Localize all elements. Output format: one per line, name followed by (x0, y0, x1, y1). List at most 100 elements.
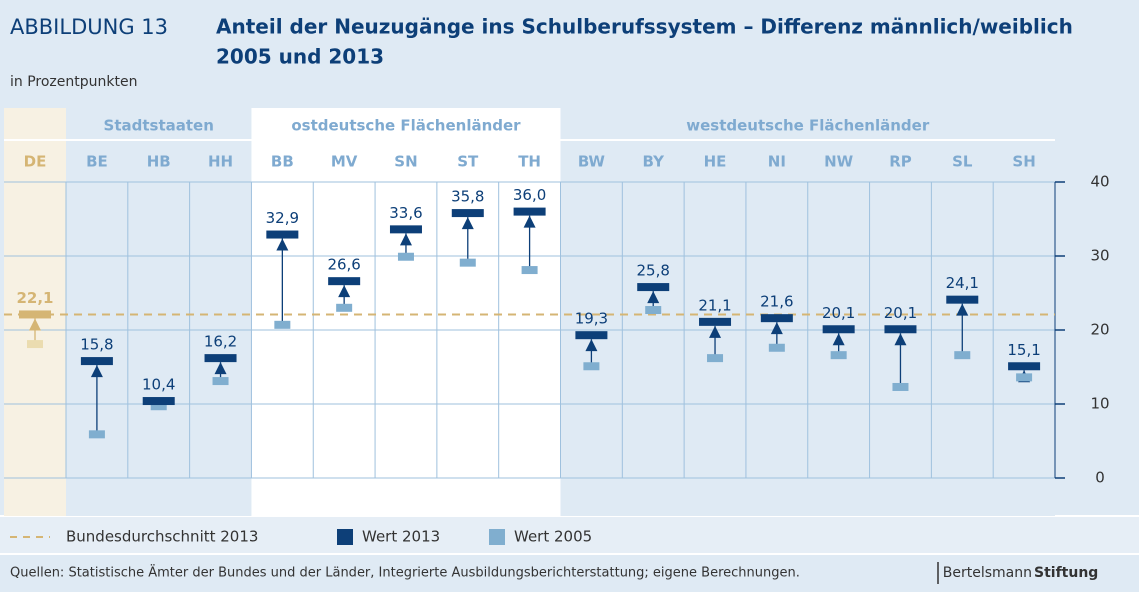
value-label: 36,0 (513, 186, 546, 204)
marker-2005 (645, 306, 662, 315)
x-tick-label: RP (889, 153, 912, 171)
value-label: 21,6 (760, 293, 793, 311)
value-label: 24,1 (946, 274, 979, 292)
value-label: 25,8 (637, 262, 670, 280)
figure-label: ABBILDUNG 13 (10, 15, 168, 39)
value-label: 22,1 (16, 289, 53, 307)
arrowhead (461, 217, 474, 230)
legend-label: Wert 2013 (362, 528, 440, 546)
x-tick-label: HH (208, 153, 233, 171)
marker-2005 (212, 377, 229, 386)
marker-2013 (389, 225, 422, 234)
group-column (66, 108, 252, 516)
chart-title-line2: 2005 und 2013 (216, 45, 384, 69)
group-column (251, 108, 561, 516)
value-label: 35,8 (451, 188, 484, 206)
arrowhead (832, 333, 845, 346)
x-tick-label: BY (642, 153, 665, 171)
legend-swatch (337, 529, 353, 545)
marker-2013 (80, 357, 113, 366)
logo-text: Stiftung (1034, 565, 1098, 581)
value-label: 15,1 (1007, 341, 1040, 359)
marker-2005 (88, 430, 105, 439)
marker-2005 (397, 252, 414, 261)
marker-2013 (699, 317, 732, 326)
marker-2005 (768, 343, 785, 352)
y-tick-label: 40 (1090, 173, 1109, 191)
group-label: westdeutsche Flächenländer (686, 117, 930, 135)
marker-2005 (892, 382, 909, 391)
x-tick-label: HE (704, 153, 727, 171)
value-label: 20,1 (884, 304, 917, 322)
subtitle: in Prozentpunkten (10, 74, 137, 90)
marker-2013 (451, 209, 484, 218)
value-label: 20,1 (822, 304, 855, 322)
group-label: ostdeutsche Flächenländer (291, 117, 521, 135)
legend-swatch (489, 529, 505, 545)
marker-2013 (266, 230, 299, 239)
marker-2013 (513, 207, 546, 216)
marker-2005 (954, 351, 971, 360)
marker-2013 (575, 331, 608, 340)
marker-2013 (946, 295, 979, 304)
legend-background (0, 517, 1139, 553)
x-tick-label: ST (457, 153, 479, 171)
marker-2005 (336, 303, 353, 312)
x-tick-label: NW (824, 153, 854, 171)
value-label: 10,4 (142, 376, 175, 394)
marker-2013 (204, 354, 237, 363)
marker-2005 (707, 354, 724, 363)
marker-2005 (27, 340, 43, 349)
x-tick-label: DE (24, 153, 47, 171)
marker-2013 (637, 283, 670, 292)
y-tick-label: 10 (1090, 395, 1109, 413)
chart-title: Anteil der Neuzugänge ins Schulberufssys… (216, 15, 1073, 39)
arrowhead (894, 333, 907, 346)
x-tick-label: MV (331, 153, 358, 171)
x-tick-label: HB (147, 153, 171, 171)
value-label: 33,6 (389, 204, 422, 222)
marker-2005 (830, 351, 847, 360)
value-label: 21,1 (698, 296, 731, 314)
marker-2005 (521, 266, 538, 275)
arrowhead (276, 238, 289, 251)
marker-2005 (459, 258, 476, 267)
value-label: 16,2 (204, 333, 237, 351)
x-tick-label: SL (952, 153, 973, 171)
legend-label: Wert 2005 (514, 528, 592, 546)
x-tick-label: BW (578, 153, 606, 171)
arrowhead (399, 233, 412, 246)
marker-2005 (150, 402, 167, 411)
marker-2013 (328, 277, 361, 286)
x-tick-label: TH (518, 153, 541, 171)
arrowhead (770, 322, 783, 335)
x-tick-label: NI (768, 153, 786, 171)
marker-2005 (1016, 373, 1033, 382)
marker-2013 (822, 325, 855, 334)
legend-label: Bundesdurchschnitt 2013 (66, 528, 258, 546)
arrowhead (214, 362, 227, 375)
group-label: Stadtstaaten (104, 117, 214, 135)
logo-text: Bertelsmann (943, 565, 1032, 581)
x-tick-label: SH (1012, 153, 1035, 171)
y-tick-label: 0 (1095, 469, 1105, 487)
y-tick-label: 20 (1090, 321, 1109, 339)
value-label: 19,3 (575, 310, 608, 328)
marker-2013 (884, 325, 917, 334)
value-label: 15,8 (80, 336, 113, 354)
arrowhead (956, 303, 969, 316)
marker-2013 (760, 314, 793, 323)
arrowhead (523, 215, 536, 228)
arrowhead (29, 318, 41, 331)
marker-2013 (142, 397, 175, 406)
marker-2005 (274, 320, 291, 329)
marker-2005 (583, 362, 600, 371)
marker-2013 (1008, 362, 1041, 371)
marker-2013 (19, 310, 51, 319)
x-tick-label: BB (271, 153, 294, 171)
x-tick-label: BE (86, 153, 108, 171)
value-label: 32,9 (266, 209, 299, 227)
source: Quellen: Statistische Ämter der Bundes u… (10, 565, 800, 581)
value-label: 26,6 (327, 256, 360, 274)
